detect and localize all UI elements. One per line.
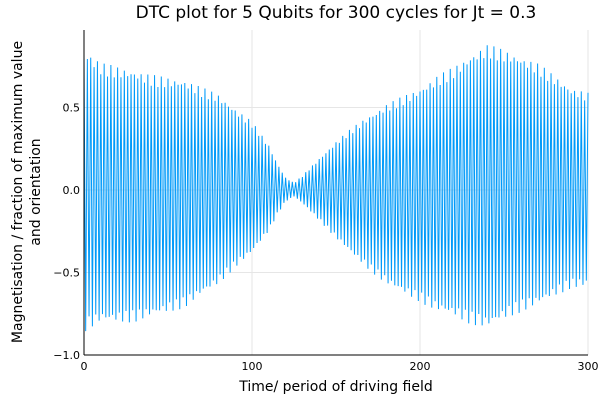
x-tick-labels: 0 100 200 300 bbox=[81, 360, 599, 373]
x-tick-label: 100 bbox=[242, 360, 263, 373]
series-line bbox=[83, 45, 589, 332]
x-tick-label: 300 bbox=[578, 360, 599, 373]
series-dtc bbox=[83, 45, 589, 332]
x-axis-label: Time/ period of driving field bbox=[238, 379, 433, 395]
y-axis-label-line2: and orientation bbox=[28, 138, 44, 245]
y-tick-labels: −1.0 −0.5 0.0 0.5 bbox=[53, 102, 80, 362]
y-tick-label: −0.5 bbox=[53, 267, 80, 280]
y-tick-label: 0.0 bbox=[63, 184, 81, 197]
x-tick-label: 0 bbox=[81, 360, 88, 373]
y-tick-label: −1.0 bbox=[53, 349, 80, 362]
chart-title: DTC plot for 5 Qubits for 300 cycles for… bbox=[136, 3, 537, 23]
x-tick-label: 200 bbox=[410, 360, 431, 373]
y-tick-label: 0.5 bbox=[63, 102, 81, 115]
y-axis-label-line1: Magnetisation / fraction of maximum valu… bbox=[10, 41, 26, 343]
